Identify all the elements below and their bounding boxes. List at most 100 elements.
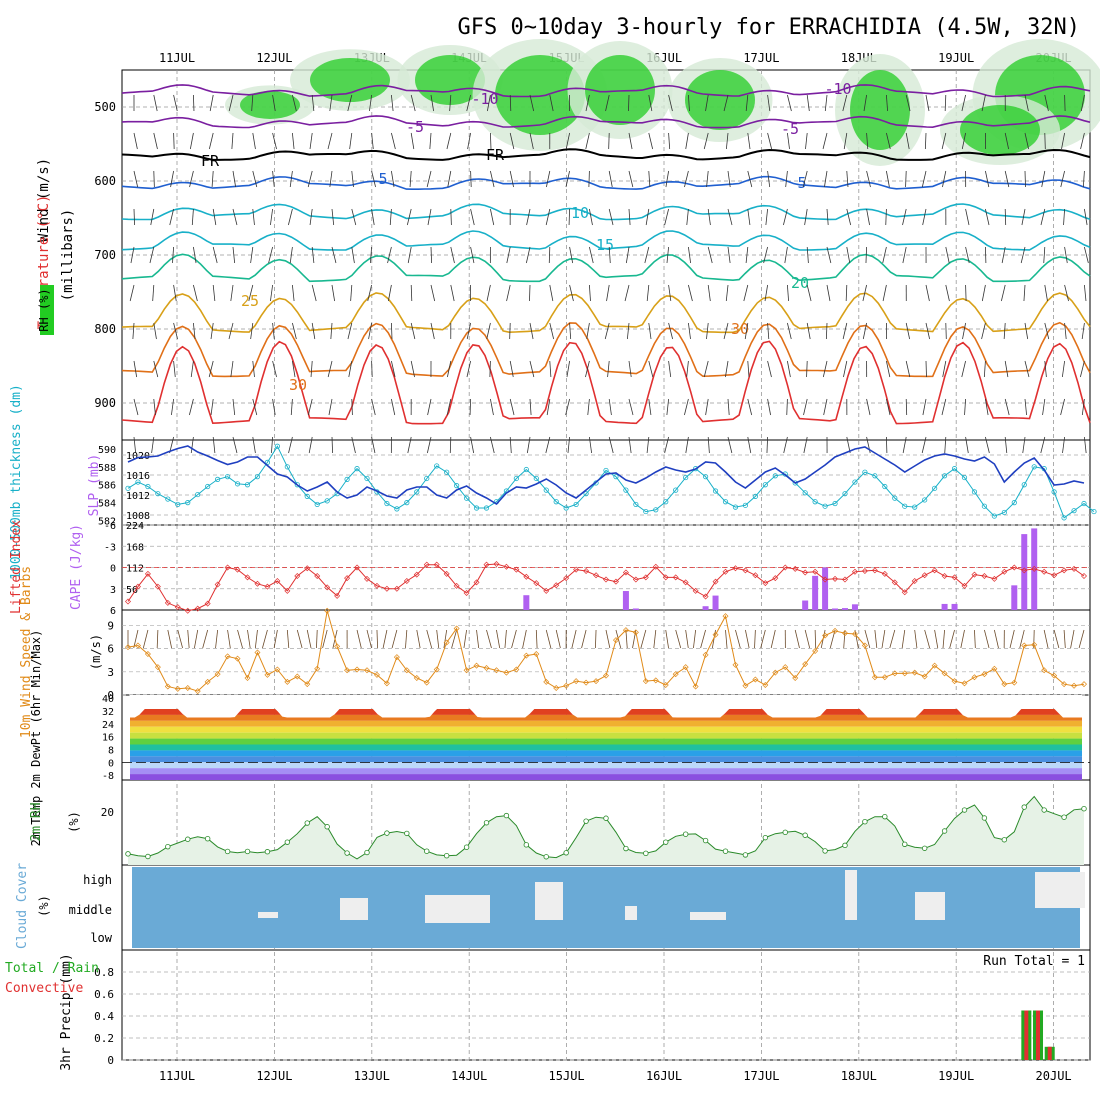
wind-barb [509,322,511,340]
wind-point [364,667,370,674]
wind-point [473,662,480,669]
thickness-point [165,496,171,502]
wind-barb [409,170,412,188]
cape-bar [941,603,948,610]
wind-barb [569,246,574,264]
wind-barb [171,398,174,416]
thickness-point [842,491,848,497]
rh-legend-swatch [40,285,54,335]
wind-barb [569,284,574,302]
wind-barb [745,246,749,264]
wind-barb [784,246,788,264]
wind-barb [232,170,237,188]
wind-barb [1000,284,1006,302]
wind-barb [546,170,551,188]
wind-barb-10m [993,629,999,649]
wind-barb [866,132,869,150]
wind-barb [725,132,729,150]
wind-barb-10m [273,629,278,649]
rh2m-point [1001,837,1008,843]
wind-barb [805,132,808,150]
wind-barb [429,132,432,150]
day-label-top: 12JUL [256,51,292,65]
wind-barb [1004,398,1010,416]
wind-barb [945,284,950,302]
wind-barb [490,208,495,226]
wind-barb [1004,170,1010,188]
thickness-point [822,503,828,509]
wind-barb [391,360,396,378]
rh2m-point [324,824,330,830]
rh2m-point [483,820,490,826]
wind-barb [150,208,155,226]
rh2m-point [344,850,350,856]
wind-barb [371,132,374,150]
wind-barb [470,208,475,226]
wind-point [1051,672,1058,679]
wind-barb [688,94,690,112]
wind-point [493,667,500,674]
wind-barb [1040,208,1046,226]
wind-barb [173,132,175,150]
wind-barb-10m [571,629,577,649]
wind-barb [466,94,471,112]
wind-barb [529,284,531,302]
rh2m-tick: 20 [101,806,114,819]
li-point [702,593,709,600]
wind-barb [628,208,631,226]
day-label-top: 11JUL [159,51,195,65]
wind-barb [886,94,888,112]
wind-barb [310,360,313,378]
wind-barb [725,360,729,378]
wind-barb [371,398,376,416]
thickness-point [981,503,988,509]
wind-point [373,671,380,678]
li-line [127,563,1085,612]
wind-barb-10m [496,629,501,649]
wind-barb [1001,246,1006,264]
wind-point [204,678,211,685]
wind-barb [645,208,650,226]
thickness-point [1011,500,1017,506]
li-point [513,566,520,573]
cloud-row-label: middle [69,903,112,917]
wind-barb [688,246,692,264]
temp-contour--10 [121,84,1091,98]
wind-barb [329,170,333,188]
wind-barb [449,94,452,112]
rh-shade [310,58,390,102]
temp-tick: 40 [102,694,114,705]
wind-barb [985,170,990,188]
thickness-point [553,499,559,505]
wind-point [194,688,201,695]
wind-barb [744,322,749,340]
wind-barb [368,322,372,340]
wind-barb [706,322,709,340]
cloud-label: Cloud Cover [15,863,30,949]
wind-barb [1004,360,1009,378]
wind-barb [686,360,689,378]
day-label-bottom: 18JUL [841,1069,877,1083]
rh-shade [585,55,655,125]
wind-barb [526,208,531,226]
thickness-point [932,485,938,491]
day-label-bottom: 12JUL [256,1069,292,1083]
wind-barb [787,284,789,302]
cape-label: CAPE (J/kg) [69,524,84,610]
wind-barb [173,322,178,340]
wind-barb [822,360,828,378]
precip-conv-bar [1047,1046,1052,1060]
wind-barb [272,170,275,188]
wind-point [563,682,570,689]
wind-barb [331,208,335,226]
wind-barb [450,208,452,226]
rh2m-point [364,849,370,856]
cape-bar [951,603,958,610]
wind-barb [668,132,671,150]
thickness-point [444,469,450,475]
contour-label: 10 [571,204,589,222]
rh2m-point [145,853,151,860]
thickness-point [583,491,589,497]
wind-barb [747,208,751,226]
wind-point [931,662,938,669]
